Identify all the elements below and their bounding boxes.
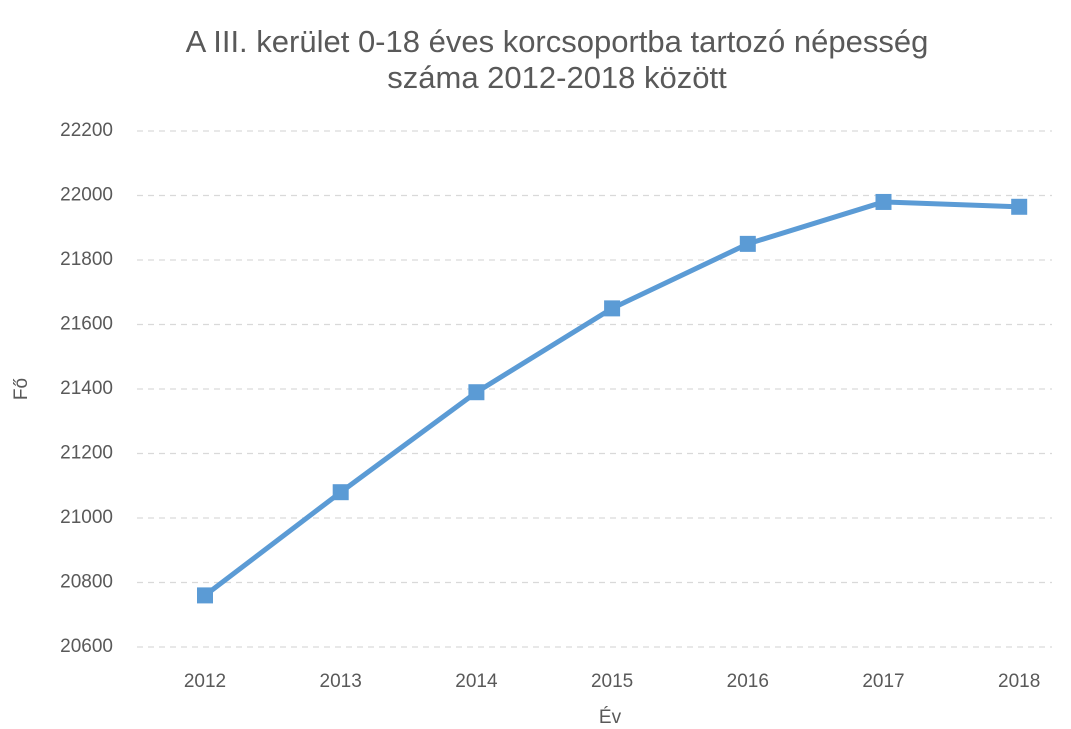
y-tick-label: 21400 [60,378,113,399]
y-tick-label: 22000 [60,185,113,206]
marker [875,193,892,210]
y-tick-label: 20600 [60,636,113,657]
marker [604,300,621,317]
y-tick-label: 21600 [60,314,113,335]
x-tick-label: 2013 [320,671,362,692]
x-tick-label: 2012 [184,671,226,692]
y-tick-label: 22200 [60,120,113,141]
y-tick-label: 21000 [60,507,113,528]
x-tick-label: 2015 [591,671,633,692]
marker [468,384,485,401]
x-tick-label: 2017 [862,671,904,692]
x-tick-label: 2014 [455,671,498,692]
y-tick-label: 21200 [60,443,113,464]
marker [332,484,349,501]
y-tick-label: 20800 [60,572,113,593]
marker [1011,198,1028,215]
y-axis-title: Fő [11,378,32,400]
marker [739,235,756,252]
line [203,199,1020,598]
chart-title: száma 2012-2018 között [387,60,727,95]
x-tick-label: 2016 [727,671,769,692]
x-axis-title: Év [599,707,622,728]
x-tick-label: 2018 [998,671,1040,692]
y-tick-label: 21800 [60,249,113,270]
chart-title: A III. kerület 0-18 éves korcsoportba ta… [186,24,929,59]
marker [197,587,213,604]
